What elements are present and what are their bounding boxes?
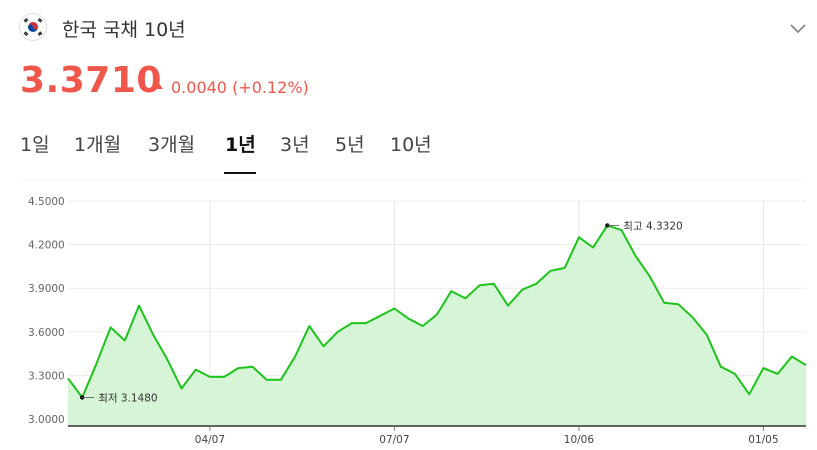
x-axis: 04/07 07/07 10/06 01/05 (68, 425, 806, 446)
y-tick-label: 3.9000 (28, 283, 65, 295)
change-percent: (+0.12%) (232, 78, 309, 97)
y-tick-label: 4.2000 (28, 240, 65, 252)
chart-area (68, 225, 806, 426)
tab-1d[interactable]: 1일 (20, 134, 50, 156)
x-tick-label: 04/07 (195, 434, 225, 446)
page-title: 한국 국채 10년 (62, 19, 186, 41)
current-price: 3.3710 (20, 60, 162, 101)
y-tick-label: 3.6000 (28, 327, 65, 339)
tab-5y[interactable]: 5년 (335, 134, 365, 156)
tab-3y[interactable]: 3년 (280, 134, 310, 156)
y-tick-label: 3.3000 (28, 370, 65, 382)
x-tick-label: 01/05 (748, 434, 778, 446)
annotation-label: 최저 3.1480 (98, 392, 157, 404)
tab-1m[interactable]: 1개월 (74, 134, 122, 156)
y-axis: 4.5000 4.2000 3.9000 3.6000 3.3000 3.0000 (28, 196, 65, 426)
y-tick-label: 3.0000 (28, 414, 65, 426)
period-tabs: 1일 1개월 3개월 1년 3년 5년 10년 (20, 130, 817, 176)
tab-10y[interactable]: 10년 (390, 134, 432, 156)
header: 한국 국채 10년 (0, 0, 817, 56)
chevron-down-icon[interactable] (786, 16, 810, 40)
south-korea-flag-icon (20, 14, 46, 40)
up-arrow-icon (153, 82, 163, 89)
x-tick-label: 07/07 (379, 434, 409, 446)
annotation-label: 최고 4.3320 (623, 220, 682, 232)
chart-series (67, 224, 807, 426)
y-tick-label: 4.5000 (28, 196, 65, 208)
yield-chart: 4.5000 4.2000 3.9000 3.6000 3.3000 3.0000 04/… (20, 180, 807, 446)
chart-line (67, 224, 807, 399)
x-tick-label: 10/06 (564, 434, 595, 446)
tab-1y[interactable]: 1년 (225, 134, 256, 156)
change-value: 0.0040 (171, 78, 227, 97)
price-change: 0.0040 (+0.12%) (171, 78, 309, 97)
tab-3m[interactable]: 3개월 (148, 134, 196, 156)
active-tab-indicator (224, 172, 256, 174)
chart-annotations: 최저 3.1480 최고 4.3320 (79, 220, 683, 404)
